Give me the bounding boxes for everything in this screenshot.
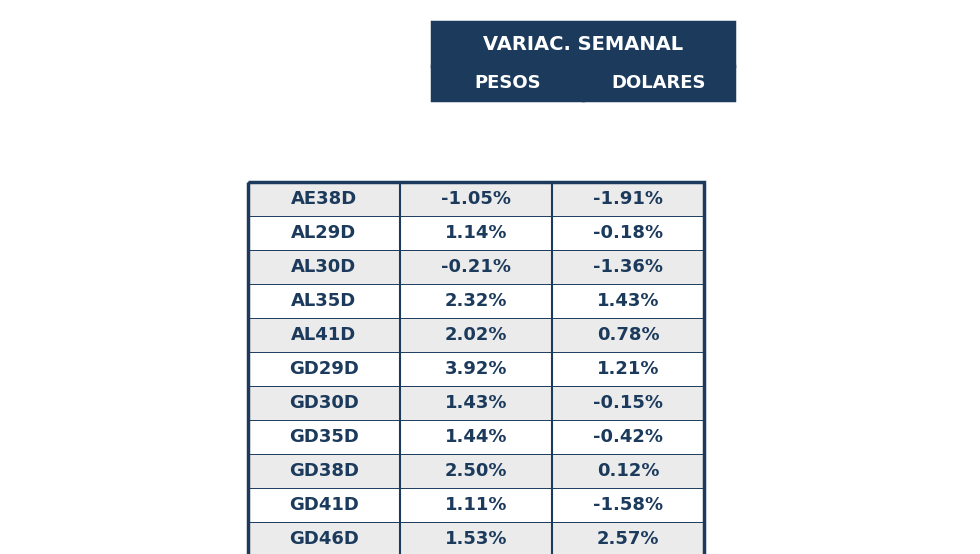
Text: 1.21%: 1.21%	[597, 360, 660, 378]
Text: 1.11%: 1.11%	[445, 496, 508, 514]
Text: AL41D: AL41D	[291, 326, 357, 344]
Text: -1.36%: -1.36%	[593, 258, 663, 276]
Text: -1.58%: -1.58%	[593, 496, 663, 514]
Text: 0.78%: 0.78%	[597, 326, 660, 344]
Text: PESOS: PESOS	[474, 74, 541, 92]
Bar	[248, 182, 704, 216]
Text: 2.32%: 2.32%	[445, 292, 508, 310]
Bar	[583, 66, 734, 100]
Text: GD35D: GD35D	[289, 428, 359, 446]
Bar	[248, 454, 704, 488]
Bar	[432, 22, 734, 66]
Bar	[248, 318, 704, 352]
Bar	[248, 488, 704, 522]
Bar	[248, 284, 704, 318]
Text: -1.91%: -1.91%	[593, 190, 663, 208]
Bar	[248, 386, 704, 420]
Text: 1.43%: 1.43%	[597, 292, 660, 310]
Text: 1.14%: 1.14%	[445, 224, 508, 242]
Text: GD41D: GD41D	[289, 496, 359, 514]
Text: 2.02%: 2.02%	[445, 326, 508, 344]
Bar	[248, 216, 704, 250]
Text: DOLARES: DOLARES	[612, 74, 706, 92]
Text: GD46D: GD46D	[289, 530, 359, 548]
Text: GD38D: GD38D	[289, 462, 359, 480]
Text: -1.05%: -1.05%	[441, 190, 511, 208]
Text: -0.15%: -0.15%	[593, 394, 663, 412]
Bar	[248, 420, 704, 454]
Text: 1.53%: 1.53%	[445, 530, 508, 548]
Text: GD30D: GD30D	[289, 394, 359, 412]
Text: 2.50%: 2.50%	[445, 462, 508, 480]
Text: AL29D: AL29D	[291, 224, 357, 242]
Text: AE38D: AE38D	[291, 190, 357, 208]
Text: -0.18%: -0.18%	[593, 224, 663, 242]
Text: -0.21%: -0.21%	[441, 258, 511, 276]
Bar	[248, 182, 704, 554]
Text: 1.44%: 1.44%	[445, 428, 508, 446]
Bar	[432, 66, 583, 100]
Bar	[248, 352, 704, 386]
Text: AL35D: AL35D	[291, 292, 357, 310]
Text: 0.12%: 0.12%	[597, 462, 660, 480]
Bar	[248, 250, 704, 284]
Bar	[248, 522, 704, 554]
Text: 3.92%: 3.92%	[445, 360, 508, 378]
Text: 2.57%: 2.57%	[597, 530, 660, 548]
Text: GD29D: GD29D	[289, 360, 359, 378]
Text: AL30D: AL30D	[291, 258, 357, 276]
Text: VARIAC. SEMANAL: VARIAC. SEMANAL	[483, 34, 683, 54]
Text: 1.43%: 1.43%	[445, 394, 508, 412]
Text: -0.42%: -0.42%	[593, 428, 663, 446]
